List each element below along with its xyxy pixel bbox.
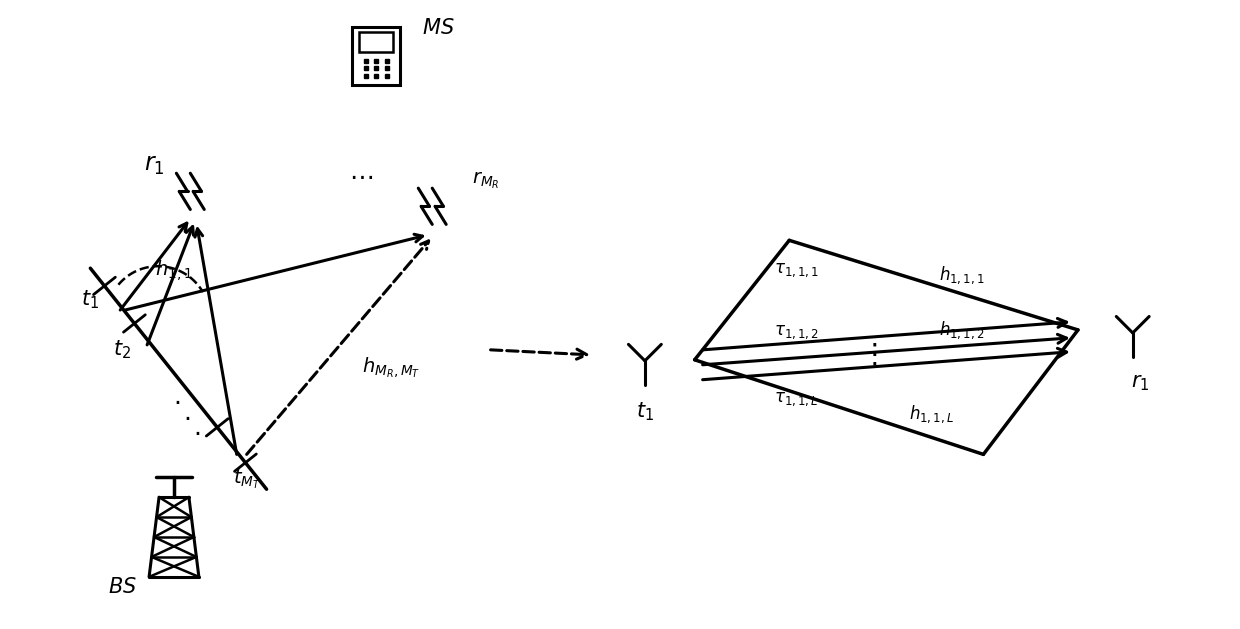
Text: $h_{1,1}$: $h_{1,1}$	[155, 258, 192, 282]
Text: $\cdot$: $\cdot$	[193, 421, 201, 445]
Text: $\tau_{1,1,2}$: $\tau_{1,1,2}$	[774, 323, 820, 341]
Bar	[360, 32, 393, 52]
Text: $\cdots$: $\cdots$	[350, 164, 373, 187]
Text: $t_2$: $t_2$	[113, 338, 131, 361]
Text: $BS$: $BS$	[108, 577, 136, 597]
Text: $t_1$: $t_1$	[82, 289, 99, 311]
Text: $r_1$: $r_1$	[1131, 374, 1149, 394]
Text: $r_{M_R}$: $r_{M_R}$	[472, 170, 500, 191]
Text: $MS$: $MS$	[422, 18, 454, 38]
Text: $h_{1,1,2}$: $h_{1,1,2}$	[939, 319, 985, 341]
Text: $\tau_{1,1,1}$: $\tau_{1,1,1}$	[774, 262, 820, 279]
Text: $r_1$: $r_1$	[144, 154, 165, 177]
Text: $h_{1,1,1}$: $h_{1,1,1}$	[939, 264, 985, 286]
Text: $\cdot$: $\cdot$	[184, 406, 191, 430]
Text: $h_{M_R,M_T}$: $h_{M_R,M_T}$	[362, 355, 420, 380]
Text: $t_1$: $t_1$	[636, 400, 653, 423]
Text: $\vdots$: $\vdots$	[861, 341, 878, 369]
Text: $t_{M_T}$: $t_{M_T}$	[233, 467, 260, 491]
Text: $h_{1,1,L}$: $h_{1,1,L}$	[909, 404, 954, 425]
Text: $\cdot$: $\cdot$	[174, 389, 181, 414]
Text: $\tau_{1,1,L}$: $\tau_{1,1,L}$	[774, 391, 818, 408]
Bar	[352, 27, 401, 85]
